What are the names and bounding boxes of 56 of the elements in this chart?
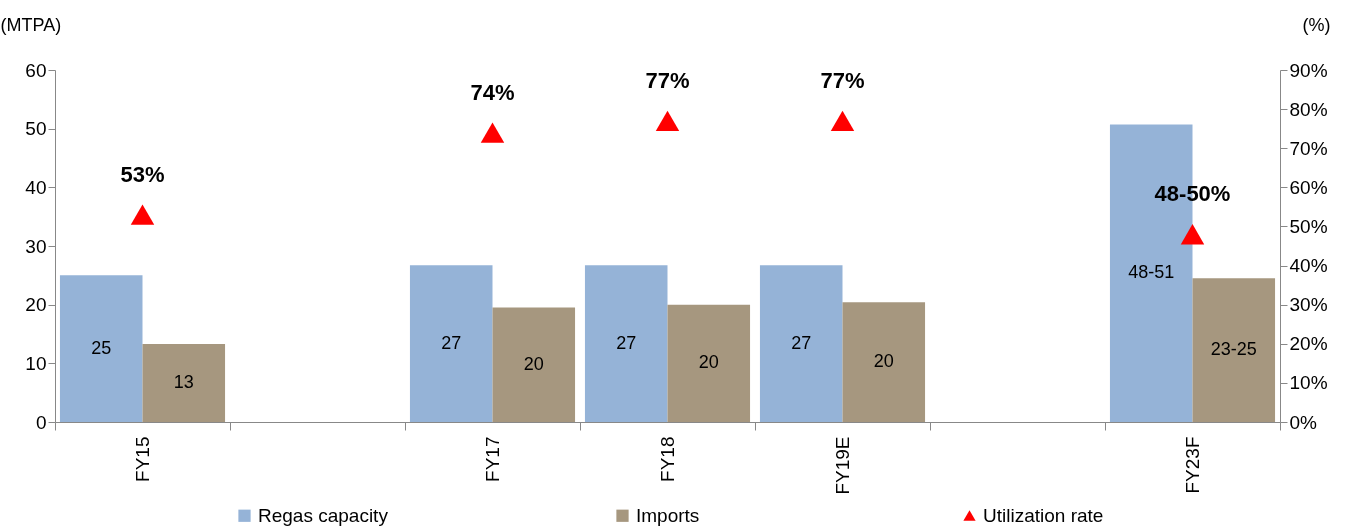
- data-label: 74%: [470, 79, 515, 105]
- x-tick-label: FY15: [132, 436, 153, 482]
- data-label: 27: [441, 332, 462, 353]
- y2-tick-label: 70%: [1289, 137, 1328, 159]
- point: [830, 110, 855, 131]
- data-label: 20: [698, 352, 719, 373]
- y2-tick-label: 40%: [1289, 255, 1328, 277]
- y2-tick-label: 0%: [1289, 411, 1318, 433]
- y-tick-label: 40: [25, 176, 47, 198]
- y-tick-label: 60: [25, 59, 47, 81]
- bar: [1192, 278, 1276, 422]
- data-label: 27: [791, 332, 812, 353]
- x-tick-label: FY18: [657, 436, 678, 482]
- data-label: 20: [873, 351, 894, 372]
- data-label: 20: [523, 353, 544, 374]
- x-tick-label: FY17: [482, 436, 503, 482]
- y2-axis-title: (%): [1302, 14, 1331, 35]
- data-label: 23-25: [1210, 339, 1257, 360]
- y-tick-label: 50: [25, 118, 47, 140]
- data-label: 53%: [120, 161, 165, 187]
- legend-label: Utilization rate: [983, 504, 1104, 526]
- x-tick-label: FY19E: [832, 436, 853, 495]
- bar: [409, 265, 493, 422]
- bar: [667, 304, 751, 422]
- bar: [759, 265, 843, 422]
- data-label: 25: [91, 337, 112, 358]
- point: [1180, 224, 1205, 245]
- point: [480, 122, 505, 143]
- x-tick-label: FY23F: [1182, 436, 1203, 494]
- y2-tick-label: 90%: [1289, 59, 1328, 81]
- bar: [142, 343, 226, 422]
- bar: [584, 265, 668, 422]
- point: [655, 110, 680, 131]
- y-tick-label: 0: [35, 411, 47, 433]
- y-tick-label: 20: [25, 294, 47, 316]
- legend-label: Regas capacity: [258, 504, 389, 526]
- y2-tick-label: 20%: [1289, 333, 1328, 355]
- y2-tick-label: 60%: [1289, 176, 1328, 198]
- y2-tick-label: 30%: [1289, 294, 1328, 316]
- bar: [59, 275, 143, 422]
- data-label: 77%: [645, 67, 690, 93]
- data-label: 77%: [820, 67, 865, 93]
- bar: [492, 307, 576, 422]
- y2-tick-label: 10%: [1289, 372, 1328, 394]
- y-tick-label: 10: [25, 352, 47, 374]
- data-label: 48-51: [1128, 262, 1175, 283]
- y2-tick-label: 50%: [1289, 215, 1328, 237]
- data-label: 13: [173, 371, 194, 392]
- y-tick-label: 30: [25, 235, 47, 257]
- y2-tick-label: 80%: [1289, 98, 1328, 120]
- data-label: 27: [616, 332, 637, 353]
- legend-label: Imports: [636, 504, 700, 526]
- point: [130, 204, 155, 225]
- data-label: 48-50%: [1154, 181, 1231, 207]
- bar: [842, 302, 926, 422]
- y-axis-title: (MTPA): [0, 14, 62, 35]
